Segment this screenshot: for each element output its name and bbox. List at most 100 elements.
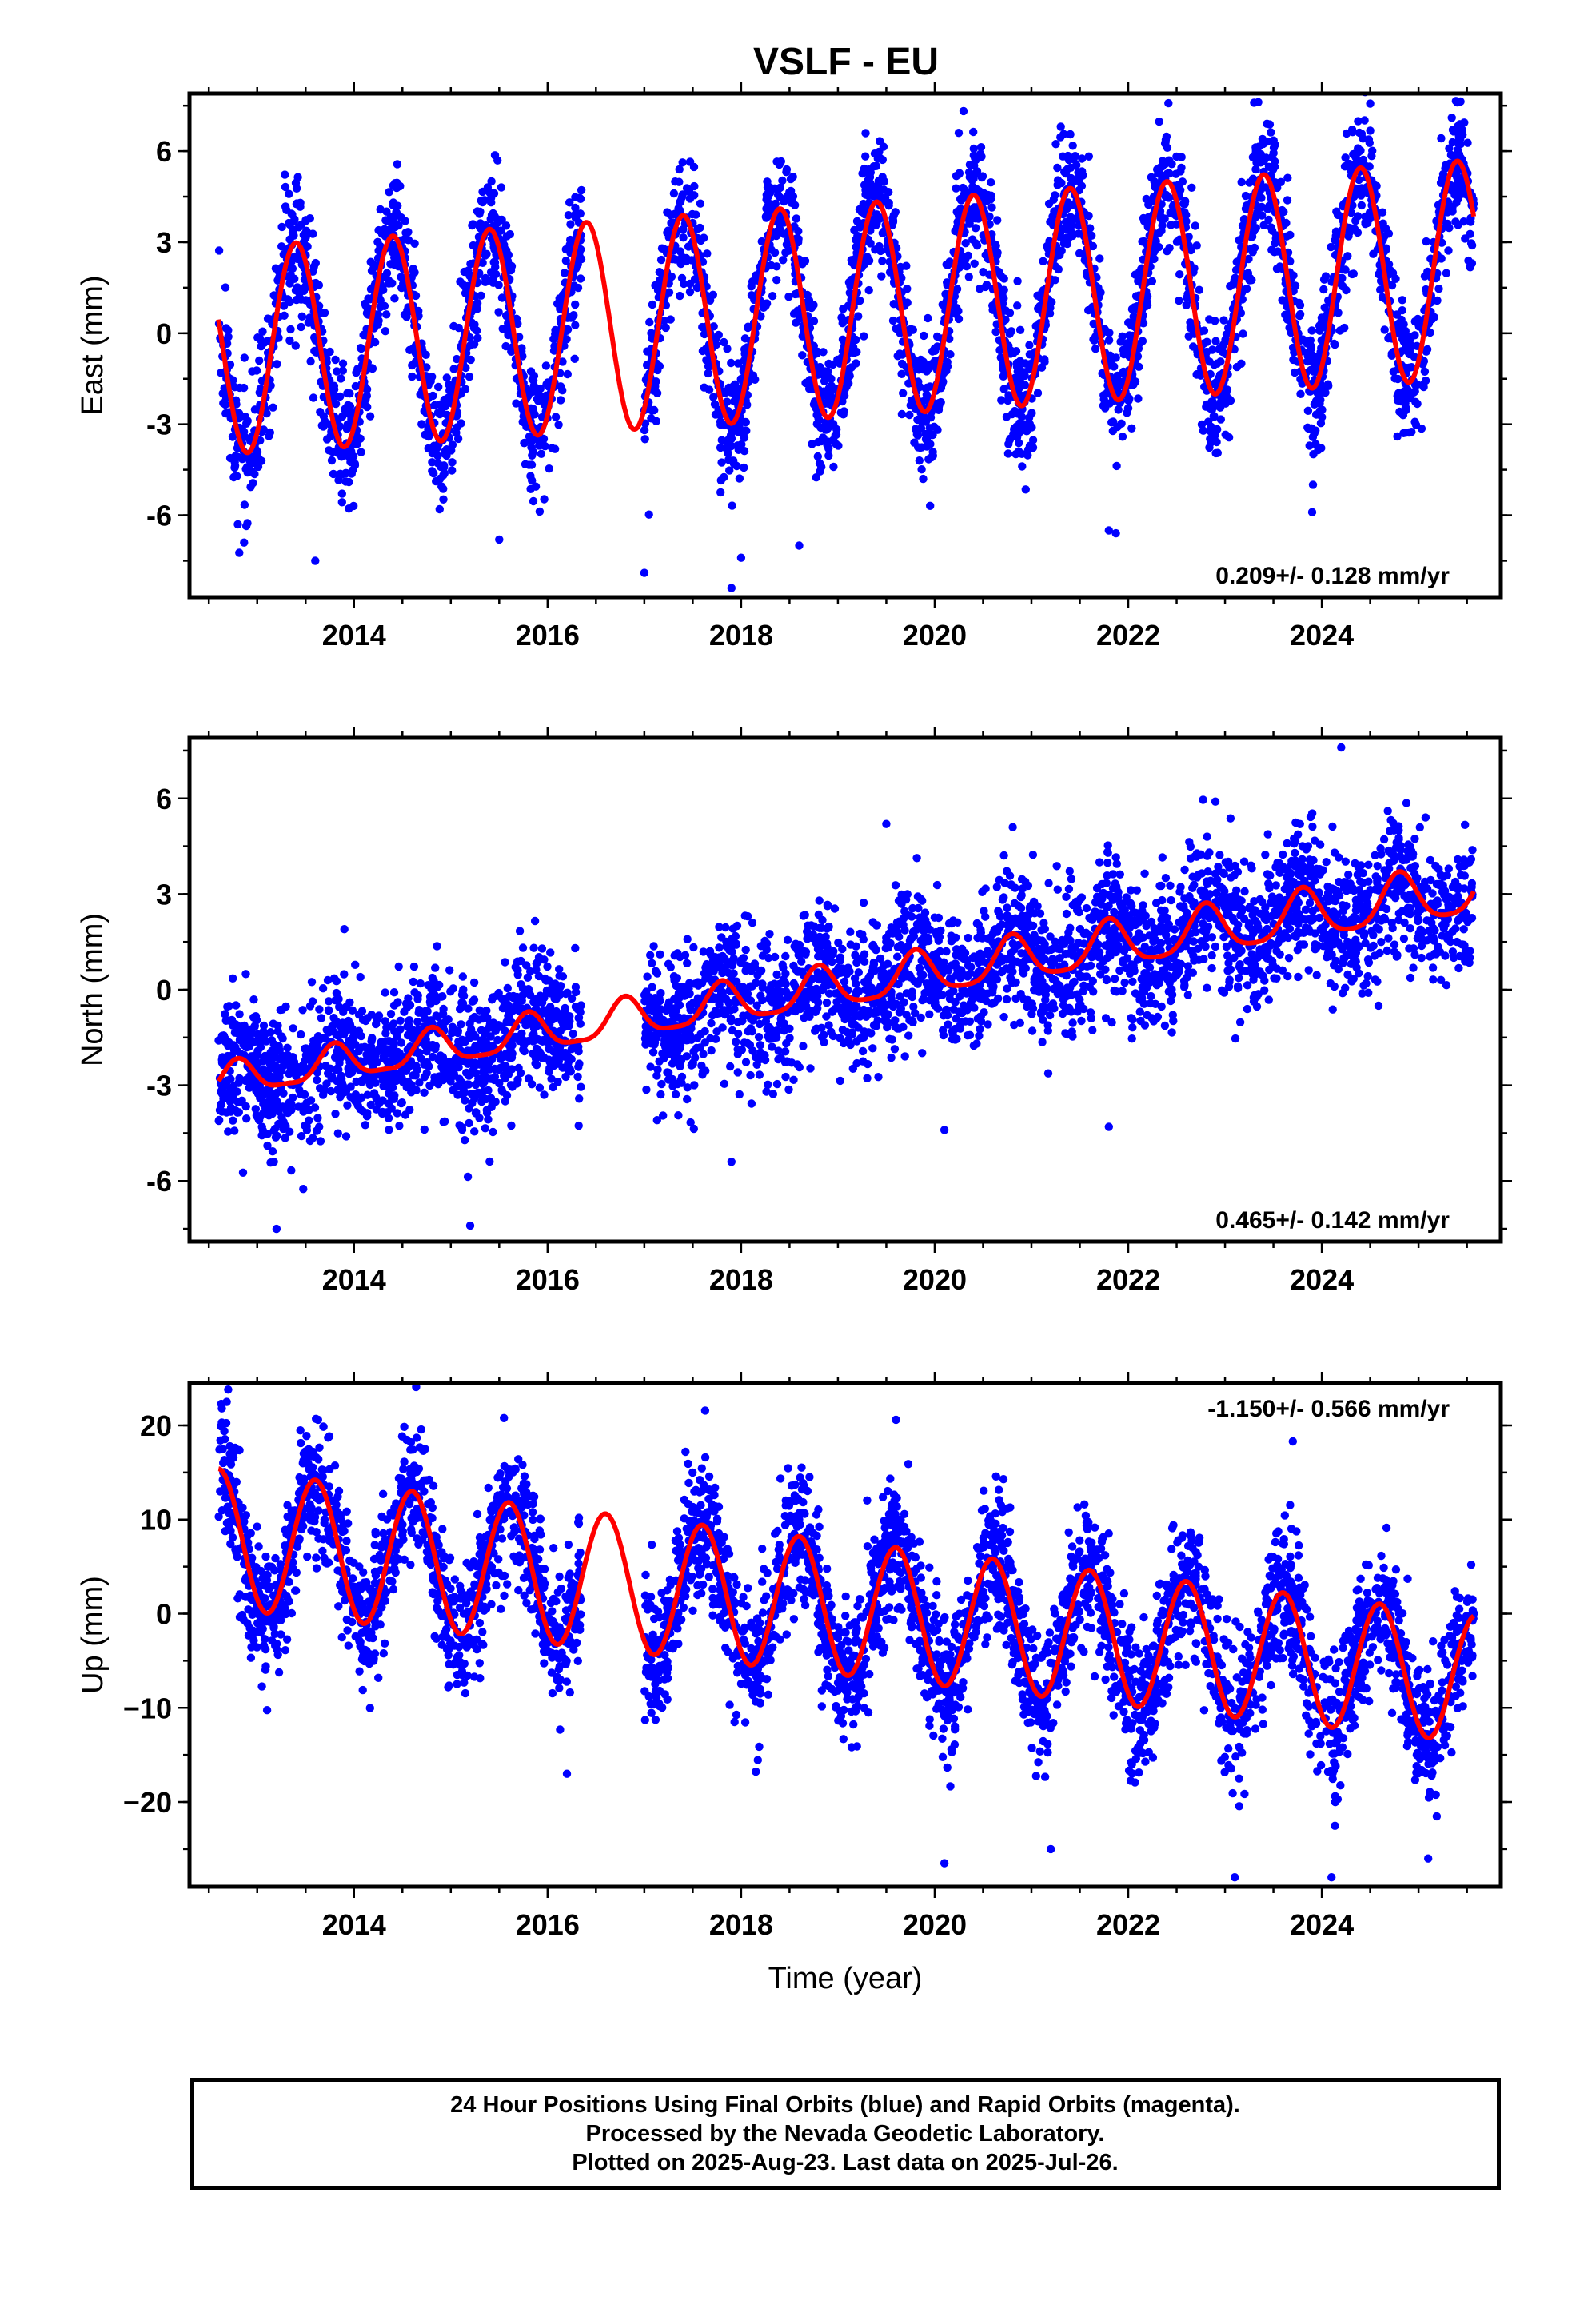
data-point [390, 294, 398, 302]
data-point [577, 274, 585, 282]
data-point [1000, 274, 1008, 282]
data-point [1249, 248, 1257, 256]
data-point [892, 881, 900, 889]
data-point [1361, 218, 1369, 226]
data-point [402, 313, 410, 321]
data-point [779, 256, 787, 264]
data-point [537, 450, 545, 458]
data-point [536, 508, 544, 516]
data-point [1009, 349, 1017, 357]
data-point [740, 430, 748, 438]
data-point [456, 277, 464, 285]
data-point [897, 370, 905, 378]
data-point [1416, 823, 1424, 831]
data-point [345, 504, 353, 512]
data-point [1250, 98, 1258, 106]
data-point [923, 384, 931, 392]
data-point [1398, 296, 1406, 304]
data-point [1219, 342, 1227, 350]
data-point [725, 466, 733, 474]
data-point [1134, 394, 1142, 402]
rate-annotation: 0.209+/- 0.128 mm/yr [1215, 563, 1450, 589]
data-point [348, 469, 356, 477]
data-point [824, 360, 832, 368]
data-point [969, 128, 977, 136]
data-point [824, 371, 832, 379]
data-point [955, 170, 963, 178]
data-point [503, 232, 511, 240]
data-point [898, 360, 906, 368]
data-point [696, 224, 704, 232]
data-point [490, 258, 498, 266]
data-point [736, 474, 744, 482]
data-point [953, 285, 961, 293]
data-point [709, 393, 717, 401]
data-point [1283, 196, 1291, 204]
data-point [698, 323, 706, 331]
data-point [852, 336, 860, 344]
data-point [784, 293, 792, 301]
data-point [817, 463, 825, 471]
data-point [434, 459, 442, 467]
data-point [778, 177, 786, 185]
data-point [1016, 326, 1024, 334]
data-point [1213, 360, 1221, 368]
data-point [676, 197, 684, 205]
data-point [473, 334, 481, 342]
data-point [572, 213, 580, 221]
data-point [468, 221, 476, 229]
data-point [788, 199, 796, 207]
data-point [1140, 237, 1148, 245]
data-point [1187, 184, 1195, 192]
data-point [482, 250, 490, 258]
data-point [495, 536, 503, 544]
data-point [269, 404, 277, 412]
data-point [782, 168, 790, 176]
data-point [1343, 252, 1351, 260]
data-point [826, 390, 834, 398]
data-point [260, 339, 268, 347]
data-point [215, 246, 223, 254]
data-point [1423, 345, 1431, 353]
data-point [461, 1136, 469, 1144]
data-point [1307, 326, 1315, 334]
data-point [557, 382, 565, 390]
data-point [920, 332, 928, 340]
data-point [917, 465, 925, 473]
data-point [387, 218, 395, 226]
data-point [668, 273, 676, 281]
data-point [1239, 329, 1247, 337]
data-point [768, 292, 776, 300]
data-point [1394, 397, 1402, 405]
data-point [1065, 885, 1073, 893]
data-point [1160, 158, 1168, 166]
data-point [1454, 126, 1462, 134]
data-point [1296, 390, 1304, 398]
data-point [1075, 249, 1083, 257]
data-point [1421, 368, 1429, 376]
data-point [281, 170, 289, 178]
data-point [1453, 172, 1461, 180]
data-point [946, 350, 954, 358]
data-point [1264, 216, 1272, 224]
data-point [1397, 318, 1405, 326]
data-point [1259, 140, 1267, 148]
data-point [703, 249, 711, 257]
data-point [1191, 221, 1199, 229]
data-point [1437, 179, 1445, 187]
data-point [387, 1010, 395, 1018]
data-point [889, 216, 897, 224]
data-point [469, 241, 477, 249]
data-point [1083, 904, 1091, 912]
data-point [1167, 160, 1175, 168]
data-point [366, 413, 374, 421]
data-point [822, 425, 830, 433]
data-point [1286, 231, 1294, 239]
data-point [1078, 167, 1086, 175]
data-point [1407, 428, 1415, 436]
data-point [1268, 227, 1276, 235]
data-point [647, 329, 655, 337]
data-point [976, 285, 984, 293]
data-point [448, 458, 456, 466]
data-point [860, 165, 868, 173]
